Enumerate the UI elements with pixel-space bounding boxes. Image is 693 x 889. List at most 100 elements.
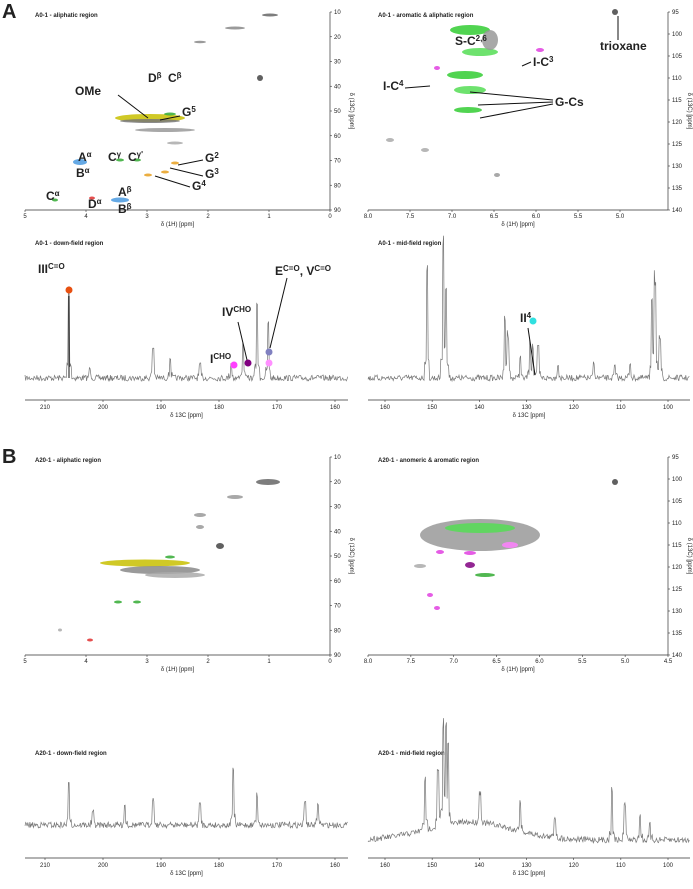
x-tick-label: 8.0 xyxy=(364,214,373,220)
y-tick-label: 20 xyxy=(334,480,341,486)
cross-peak xyxy=(135,128,195,132)
cross-peak xyxy=(494,173,500,177)
cross-peak xyxy=(225,26,245,30)
annotation-superscript: 4 xyxy=(399,79,404,88)
x-tick-label: 8.0 xyxy=(364,659,373,665)
x-axis-label: δ 13C [ppm] xyxy=(170,413,203,419)
cross-peak xyxy=(196,525,204,529)
x-tick-label: 7.5 xyxy=(407,659,416,665)
annotation-text: B xyxy=(76,166,85,180)
x-tick-label: 170 xyxy=(272,405,283,411)
x-tick-label: 7.0 xyxy=(448,214,457,220)
x-tick-label: 180 xyxy=(214,405,225,411)
annotation: I-C4 xyxy=(383,79,404,94)
y-tick-label: 135 xyxy=(672,186,683,192)
x-tick-label: 150 xyxy=(427,405,438,411)
cross-peak xyxy=(434,66,440,70)
x-tick-label: 7.5 xyxy=(406,214,415,220)
annotation-superscript: α xyxy=(97,197,102,206)
annotation-superscript: γ xyxy=(117,150,122,159)
x-tick-label: 6.5 xyxy=(490,214,499,220)
x-tick-label: 6.5 xyxy=(492,659,501,665)
panel-title: A0-1 - mid-field region xyxy=(378,241,442,247)
cross-peak xyxy=(87,638,93,642)
y-tick-label: 95 xyxy=(672,455,679,461)
annotation: Cα xyxy=(46,189,60,204)
cross-peak xyxy=(454,86,486,94)
cross-peak xyxy=(100,559,190,567)
annotation: G-Cs xyxy=(555,95,584,109)
y-tick-label: 40 xyxy=(334,84,341,90)
annotation-text: G xyxy=(182,105,191,119)
annotation-superscript: β xyxy=(157,71,162,80)
cross-peak xyxy=(502,542,518,548)
x-tick-label: 110 xyxy=(616,405,626,411)
x-tick-label: 0 xyxy=(328,214,332,220)
x-tick-label: 4.5 xyxy=(664,659,673,665)
x-tick-label: 1 xyxy=(267,659,271,665)
y-axis-label: δ (13C) [ppm] xyxy=(686,93,692,130)
annotation-superscript: 3 xyxy=(549,55,554,64)
x-tick-label: 160 xyxy=(380,405,391,411)
x-axis-label: δ (1H) [ppm] xyxy=(161,667,195,673)
annotation-text: I-C xyxy=(383,79,399,93)
signal-marker xyxy=(265,348,273,356)
annotation-superscript: β xyxy=(127,185,132,194)
x-tick-label: 4 xyxy=(84,659,88,665)
x-tick-label: 200 xyxy=(98,863,109,869)
annotation-superscript: α xyxy=(85,166,90,175)
annotation-text: G xyxy=(205,167,214,181)
spectrum xyxy=(367,235,690,383)
annotation-superscript: β xyxy=(177,71,182,80)
annotation-text: C xyxy=(46,189,55,203)
x-axis-label: δ 13C [ppm] xyxy=(513,871,546,877)
y-tick-label: 120 xyxy=(672,120,683,126)
y-tick-label: 50 xyxy=(334,109,341,115)
x-tick-label: 5.5 xyxy=(574,214,583,220)
x-tick-label: 210 xyxy=(40,863,51,869)
cross-peak xyxy=(133,158,141,162)
cross-peak xyxy=(536,48,544,52)
cross-peak xyxy=(58,628,62,632)
y-tick-label: 40 xyxy=(334,529,341,535)
cross-peak xyxy=(464,551,476,555)
x-tick-label: 1 xyxy=(267,214,271,220)
cross-peak xyxy=(216,543,224,549)
annotation-superscript: C=O xyxy=(48,262,65,271)
annotation-superscript: C=O xyxy=(314,264,331,273)
panel-title: A20-1 - down-field region xyxy=(35,751,107,757)
cross-peak xyxy=(120,119,180,123)
y-tick-label: 20 xyxy=(334,35,341,41)
annotation: S-C2,6 xyxy=(455,34,487,49)
panel: A0-1 - down-field region 210 200 190 180 170 1… xyxy=(24,241,349,419)
annotation-superscript: 4 xyxy=(527,311,532,320)
cross-peak xyxy=(462,48,498,56)
y-tick-label: 70 xyxy=(334,604,341,610)
y-tick-label: 130 xyxy=(672,609,683,615)
x-tick-label: 3 xyxy=(145,659,149,665)
signal-marker xyxy=(265,359,273,367)
x-tick-label: 140 xyxy=(474,863,485,869)
annotation-superscript: β xyxy=(127,202,132,211)
annotation: I-C3 xyxy=(533,55,554,70)
annotation: Cγ xyxy=(108,150,122,165)
cross-peak xyxy=(227,495,243,499)
cross-peak xyxy=(171,161,179,165)
cross-peak xyxy=(194,40,206,44)
y-tick-label: 130 xyxy=(672,164,683,170)
x-tick-label: 5.0 xyxy=(621,659,630,665)
annotation-line xyxy=(479,103,554,119)
cross-peak xyxy=(257,75,263,81)
cross-peak xyxy=(421,148,429,152)
panel-title: A0-1 - down-field region xyxy=(35,241,104,247)
annotation-superscript: CHO xyxy=(233,305,251,314)
annotation-text: E xyxy=(275,264,283,278)
y-tick-label: 100 xyxy=(672,477,683,483)
y-axis-label: δ (13C) [ppm] xyxy=(686,538,692,575)
y-tick-label: 10 xyxy=(334,10,341,16)
annotation-superscript: 3 xyxy=(214,167,219,176)
x-tick-label: 110 xyxy=(616,863,626,869)
annotation-superscript: CHO xyxy=(213,352,231,361)
y-tick-label: 60 xyxy=(334,579,341,585)
